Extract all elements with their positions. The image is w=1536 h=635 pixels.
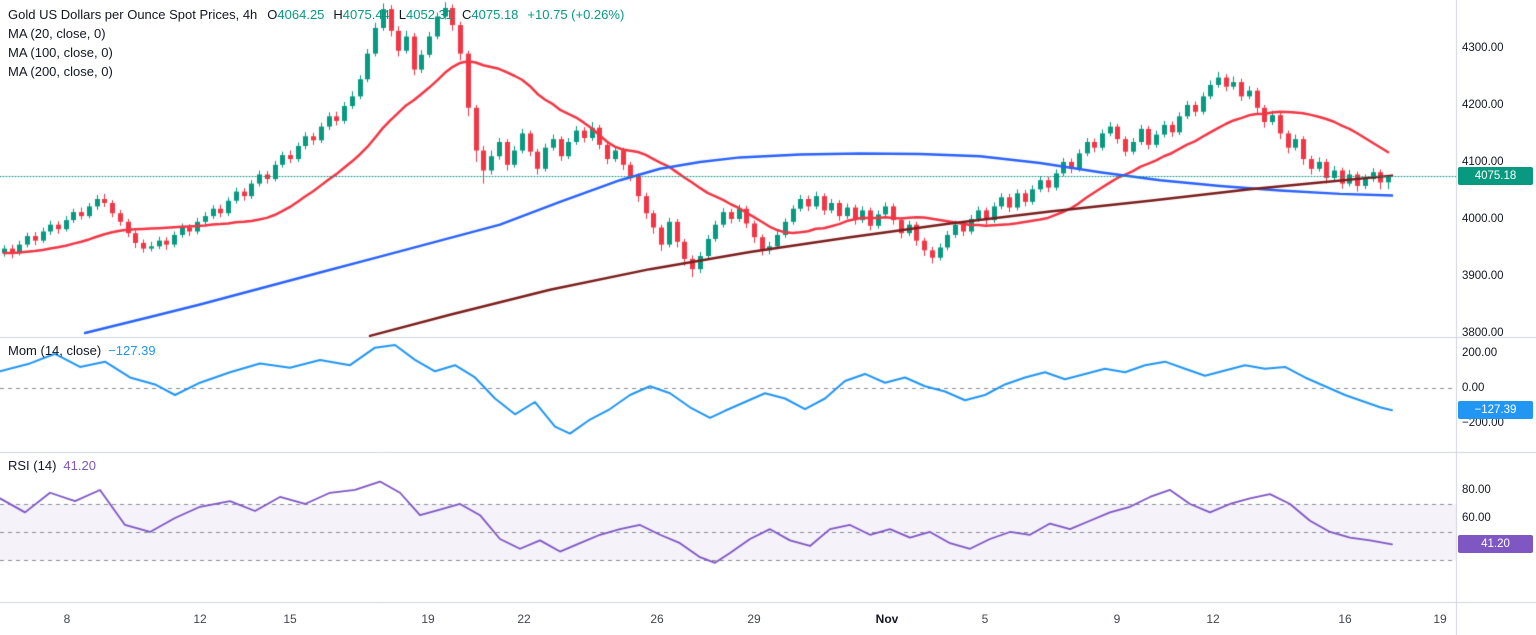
open-value: 4064.25 bbox=[277, 7, 325, 22]
time-axis-label: 22 bbox=[517, 612, 531, 626]
time-axis-label: 9 bbox=[1113, 612, 1121, 626]
mom-axis-label: 200.00 bbox=[1462, 346, 1498, 359]
mom-axis-label: −200.00 bbox=[1462, 417, 1504, 430]
ma200-legend[interactable]: MA (200, close, 0) bbox=[8, 64, 113, 79]
mom-value: −127.39 bbox=[108, 343, 156, 358]
time-axis-label: 16 bbox=[1338, 612, 1352, 626]
symbol-row: Gold US Dollars per Ounce Spot Prices, 4… bbox=[8, 5, 624, 24]
rsi-value: 41.20 bbox=[63, 458, 96, 473]
rsi-axis-label: 60.00 bbox=[1462, 511, 1491, 524]
mom-value-badge: −127.39 bbox=[1458, 401, 1533, 420]
time-axis-label: 8 bbox=[63, 612, 71, 626]
main-chart-legend: Gold US Dollars per Ounce Spot Prices, 4… bbox=[8, 5, 624, 81]
close-label: C bbox=[462, 7, 472, 22]
mom-legend[interactable]: Mom (14, close) −127.39 bbox=[8, 342, 156, 360]
time-axis-label: 12 bbox=[193, 612, 207, 626]
close-value: 4075.18 bbox=[471, 7, 519, 22]
price-axis-label: 3800.00 bbox=[1462, 327, 1504, 339]
price-axis-label: 4100.00 bbox=[1462, 155, 1504, 168]
price-axis-label: 4000.00 bbox=[1462, 212, 1504, 225]
last-price-badge: 4075.18 bbox=[1458, 167, 1533, 186]
time-axis-label: 29 bbox=[747, 612, 761, 626]
time-axis-label: 15 bbox=[283, 612, 297, 626]
time-axis-label: 12 bbox=[1206, 612, 1220, 626]
price-axis-label: 4300.00 bbox=[1462, 41, 1504, 54]
rsi-value-badge: 41.20 bbox=[1458, 535, 1533, 554]
time-axis-label: 26 bbox=[650, 612, 664, 626]
low-label: L bbox=[398, 7, 407, 22]
ma100-legend[interactable]: MA (100, close, 0) bbox=[8, 45, 113, 60]
low-value: 4052.31 bbox=[406, 7, 454, 22]
time-axis-label: 5 bbox=[981, 612, 989, 626]
rsi-legend[interactable]: RSI (14) 41.20 bbox=[8, 457, 96, 475]
time-axis-label: Nov bbox=[875, 612, 899, 626]
high-label: H bbox=[333, 7, 343, 22]
rsi-axis-label: 80.00 bbox=[1462, 483, 1491, 496]
ma20-legend[interactable]: MA (20, close, 0) bbox=[8, 26, 106, 41]
chart-title[interactable]: Gold US Dollars per Ounce Spot Prices, 4… bbox=[8, 7, 258, 22]
rsi-label: RSI (14) bbox=[8, 458, 57, 473]
high-value: 4075.44 bbox=[342, 7, 390, 22]
time-axis-label: 19 bbox=[421, 612, 435, 626]
mom-axis-label: 0.00 bbox=[1462, 381, 1485, 394]
open-label: O bbox=[267, 7, 278, 22]
mom-label: Mom (14, close) bbox=[8, 343, 102, 358]
change-value: +10.75 (+0.26%) bbox=[527, 7, 625, 22]
price-axis-label: 4200.00 bbox=[1462, 98, 1504, 111]
price-axis-label: 3900.00 bbox=[1462, 269, 1504, 282]
time-axis-label: 19 bbox=[1433, 612, 1447, 626]
